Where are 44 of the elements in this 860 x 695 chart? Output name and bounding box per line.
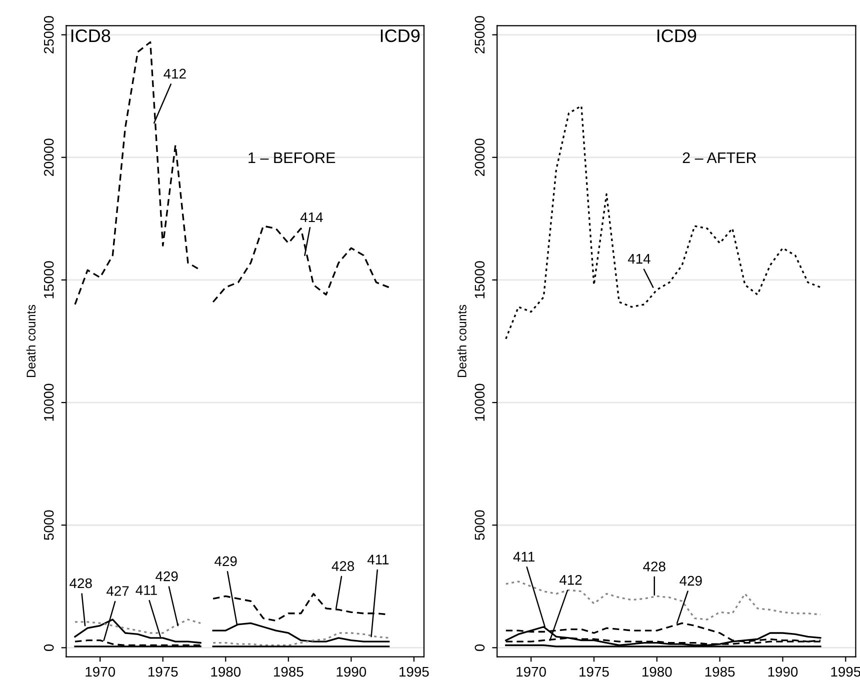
annotation: 412 [164,68,186,78]
x-tick-label: 1975 [148,666,178,677]
annotation: ICD8 [71,29,110,42]
x-tick-label: 1980 [211,666,241,677]
annotation: 411 [136,585,157,595]
y-tick-label: 0 [474,644,485,652]
x-tick-label: 1995 [400,666,429,677]
y-tick-label: 25000 [44,16,54,54]
x-tick-label: 1970 [86,666,116,677]
x-tick-label: 1980 [642,666,672,677]
annotation: 429 [156,571,178,582]
annotation: 428 [332,561,354,572]
y-tick-label: 15000 [44,261,54,298]
y-tick-label: 10000 [474,384,485,421]
x-tick-label: 1990 [336,666,366,677]
annotation: 411 [367,554,389,564]
annotation: 414 [300,212,323,222]
annotation: 2 – AFTER [682,152,756,163]
y-tick-label: 20000 [44,138,54,176]
y-tick-label: 20000 [474,138,485,176]
y-tick-label: 10000 [44,384,54,421]
annotation: 428 [70,578,92,588]
annotation: 414 [628,254,650,264]
annotation: 1 – BEFORE [248,152,336,164]
x-tick-label: 1970 [516,666,546,677]
y-axis-title: Death counts [457,304,466,378]
annotation: ICD9 [380,29,420,42]
annotation: 411 [513,552,534,562]
annotation: 412 [559,574,582,585]
x-tick-label: 1990 [768,666,798,677]
y-tick-label: 15000 [474,261,485,298]
y-axis-title: Death counts [26,304,36,378]
annotation: 429 [680,576,702,586]
annotation: ICD9 [657,29,696,42]
x-tick-label: 1985 [274,666,304,677]
y-tick-label: 0 [44,644,54,652]
annotation: 427 [106,586,129,596]
y-tick-label: 5000 [44,510,54,540]
annotation: 428 [643,562,666,572]
y-tick-label: 5000 [474,510,485,540]
x-tick-label: 1975 [580,666,609,677]
y-tick-label: 25000 [474,16,485,54]
annotation: 429 [214,556,237,566]
x-tick-label: 1985 [705,666,735,677]
